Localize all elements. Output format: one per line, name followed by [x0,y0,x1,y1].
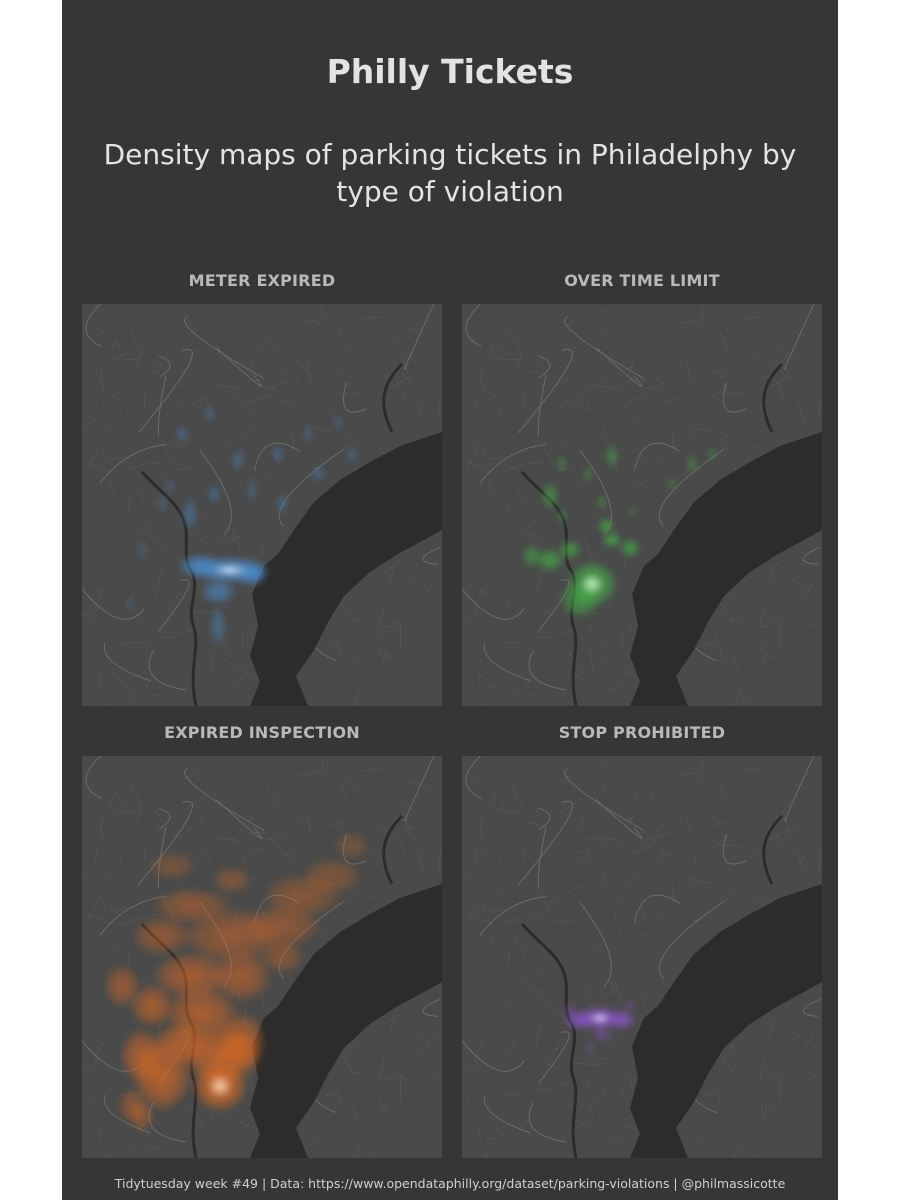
density-blob [231,450,245,470]
density-blob [624,1001,636,1011]
map-stop-prohibited [462,756,822,1158]
density-blob [132,916,192,956]
density-blob [260,938,304,974]
creek [382,362,404,433]
panel-title-over-time-limit: OVER TIME LIMIT [564,271,720,290]
density-layer [104,832,370,1132]
panel-title-meter-expired: METER EXPIRED [188,271,336,290]
density-blob [605,444,619,468]
panel-title-stop-prohibited: STOP PROHIBITED [558,723,726,742]
delaware-river [250,432,442,706]
density-blob [302,858,362,894]
density-blob [628,506,636,518]
delaware-river [630,884,822,1158]
density-blob [157,496,167,512]
density-peak [207,1074,233,1098]
density-blob [130,1100,154,1132]
map-over-time-limit [462,304,822,706]
creek [382,814,404,885]
density-blob [608,1010,636,1030]
density-blob [686,454,698,474]
density-blob [212,866,252,894]
density-blob [598,518,614,534]
delaware-river [250,884,442,1158]
map-meter-expired [82,304,442,706]
density-blob [346,446,358,462]
density-blob [557,456,567,472]
density-blob [583,466,593,482]
density-blob [667,477,677,491]
density-blob [564,1004,576,1016]
density-peak [580,573,604,595]
density-blob [126,597,134,611]
density-layer [522,444,717,618]
density-peak [212,563,248,577]
density-blob [602,532,622,548]
density-blob [165,479,175,493]
density-blob [138,540,146,560]
delaware-river [630,432,822,706]
density-blob [247,478,257,502]
density-blob [334,832,370,860]
density-blob [200,580,236,604]
density-blob [333,415,343,429]
density-blob [536,548,564,572]
density-blob [182,498,198,530]
density-blob [205,406,215,422]
density-blob [522,544,542,568]
map-expired-inspection [82,756,442,1158]
density-blob [208,484,220,504]
density-blob [152,888,232,924]
panel-title-expired-inspection: EXPIRED INSPECTION [164,723,360,742]
density-blob [104,964,140,1008]
density-blob [597,494,607,510]
density-blob [210,606,226,646]
density-blob [176,426,188,442]
creek [762,814,784,885]
density-blob [276,494,288,514]
density-blob [620,539,640,557]
density-blob [558,540,582,560]
density-peak [589,1012,611,1024]
density-blob [585,1040,595,1056]
footer-credits: Tidytuesday week #49 | Data: https://www… [114,1176,786,1191]
page-title: Philly Tickets [326,52,574,91]
density-blob [311,466,325,482]
density-blob [130,984,174,1028]
density-layer [564,1001,636,1056]
density-blob [303,426,313,442]
density-blob [178,554,222,578]
density-blob [148,852,196,880]
density-blob [164,986,240,1042]
density-blob [557,508,567,524]
density-blob [592,1026,612,1042]
density-blob [152,952,232,1000]
density-blob [541,482,559,510]
creek [762,362,784,433]
density-blob [707,446,717,462]
page-subtitle: Density maps of parking tickets in Phila… [103,138,797,208]
density-blob [272,445,284,463]
poster: Philly Tickets Density maps of parking t… [62,0,838,1200]
density-layer [126,406,358,646]
